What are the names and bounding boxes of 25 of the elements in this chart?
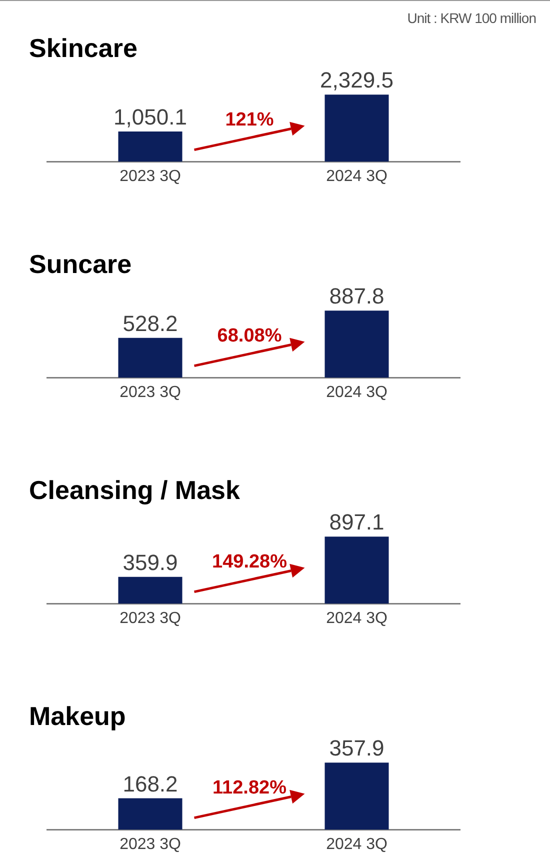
x-tick-label: 2024 3Q bbox=[326, 168, 388, 185]
annotation: 149.28% bbox=[212, 552, 288, 573]
annotation: 121% bbox=[225, 110, 274, 131]
data-label: 168.2 bbox=[122, 771, 178, 796]
data-label: 528.2 bbox=[122, 310, 178, 336]
annotation: 68.08% bbox=[217, 326, 282, 347]
data-label: 357.9 bbox=[329, 736, 384, 761]
data-label: 887.8 bbox=[329, 284, 384, 309]
annotation: 112.82% bbox=[212, 778, 287, 799]
x-tick-label: 2024 3Q bbox=[326, 836, 388, 853]
chart-title: Makeup bbox=[29, 701, 126, 732]
x-tick-label: 2023 3Q bbox=[120, 836, 181, 853]
data-label: 897.1 bbox=[329, 510, 384, 535]
x-tick-label: 2024 3Q bbox=[326, 384, 388, 401]
data-label: 2,329.5 bbox=[320, 68, 394, 93]
chart-title: Skincare bbox=[29, 33, 138, 64]
chart-title: Suncare bbox=[29, 249, 132, 280]
data-label: 359.9 bbox=[122, 550, 178, 575]
text: Unit : KRW 100 million bbox=[407, 10, 536, 26]
chart-title: Cleansing / Mask bbox=[29, 475, 240, 506]
x-tick-label: 2024 3Q bbox=[326, 610, 388, 627]
x-tick-label: 2023 3Q bbox=[120, 384, 181, 401]
x-tick-label: 2023 3Q bbox=[120, 610, 181, 627]
x-tick-label: 2023 3Q bbox=[120, 168, 181, 185]
data-label: 1,050.1 bbox=[114, 104, 187, 130]
